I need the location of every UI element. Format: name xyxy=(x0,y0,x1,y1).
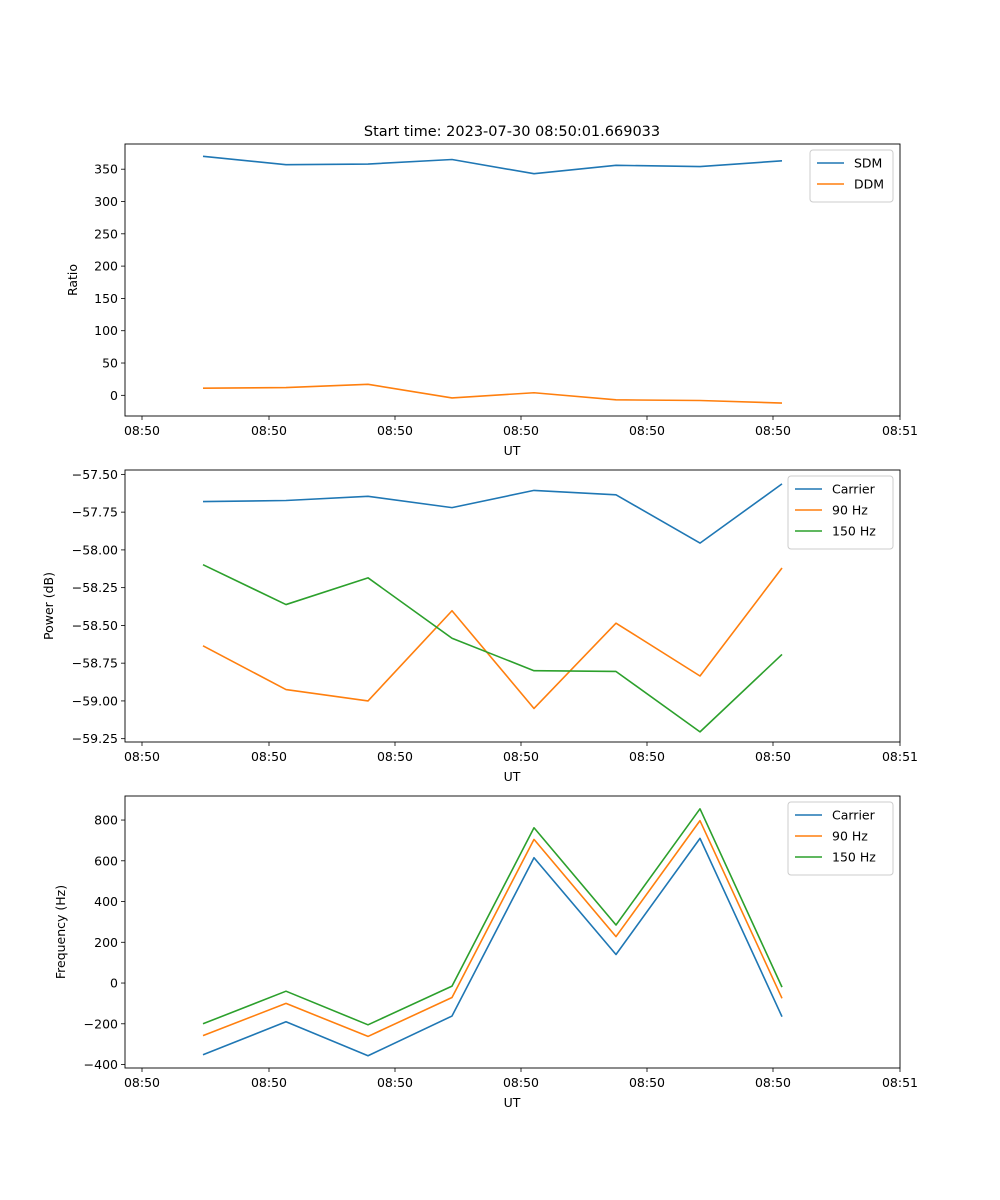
y-tick-label: 400 xyxy=(94,894,118,909)
axes-frame xyxy=(124,143,901,417)
x-tick-label: 08:50 xyxy=(755,749,791,764)
y-tick-label: −58.25 xyxy=(72,580,118,595)
y-tick-label: −58.00 xyxy=(72,542,118,557)
legend-label: SDM xyxy=(854,156,882,171)
y-tick-label: 300 xyxy=(94,194,118,209)
x-axis-label: UT xyxy=(504,769,521,784)
legend-label: 90 Hz xyxy=(832,503,868,518)
legend: SDM DDM xyxy=(809,149,894,203)
x-tick-label: 08:50 xyxy=(251,423,287,438)
x-tick-label: 08:50 xyxy=(124,423,160,438)
frequency-panel: −400 −200 0 200 400 600 800 08:50 08:50 08:50 08:5… xyxy=(53,795,918,1110)
y-tick-label: −59.25 xyxy=(72,731,118,746)
x-tick-label: 08:50 xyxy=(503,423,539,438)
y-tick-label: 0 xyxy=(110,976,118,991)
y-tick-label: 150 xyxy=(94,291,118,306)
y-tick-label: −57.50 xyxy=(72,467,118,482)
x-tick-label: 08:50 xyxy=(629,423,665,438)
legend: Carrier 90 Hz 150 Hz xyxy=(787,801,894,876)
ratio-panel: 0 50 100 150 200 250 300 350 08:50 08:50 08:50 08:5… xyxy=(65,143,918,458)
series-line-sdm xyxy=(202,155,783,175)
x-tick-label: 08:50 xyxy=(629,1075,665,1090)
y-tick-label: −57.75 xyxy=(72,505,118,520)
x-tick-label: 08:50 xyxy=(377,749,413,764)
x-tick-label: 08:50 xyxy=(503,749,539,764)
chart-title: Start time: 2023-07-30 08:50:01.669033 xyxy=(364,124,660,140)
axes-frame xyxy=(124,469,901,743)
x-tick-label: 08:50 xyxy=(251,1075,287,1090)
legend-label: 150 Hz xyxy=(832,850,876,865)
y-axis-label: Ratio xyxy=(65,264,80,296)
legend-label: Carrier xyxy=(832,808,876,823)
y-tick-label: 800 xyxy=(94,813,118,828)
legend-label: DDM xyxy=(854,177,884,192)
y-tick-label: 250 xyxy=(94,226,118,241)
series-line-150-hz xyxy=(202,563,783,733)
y-tick-label: 0 xyxy=(110,388,118,403)
x-tick-label: 08:50 xyxy=(377,1075,413,1090)
x-axis-label: UT xyxy=(504,1095,521,1110)
y-tick-label: −200 xyxy=(84,1016,118,1031)
y-tick-label: −58.75 xyxy=(72,656,118,671)
y-tick-label: 100 xyxy=(94,323,118,338)
x-tick-label: 08:50 xyxy=(755,1075,791,1090)
series-line-carrier xyxy=(202,837,783,1057)
series-line-carrier xyxy=(202,483,783,544)
y-axis-label: Power (dB) xyxy=(41,572,56,640)
x-tick-label: 08:51 xyxy=(882,749,918,764)
y-tick-label: 600 xyxy=(94,853,118,868)
y-tick-label: −400 xyxy=(84,1057,118,1072)
series-line-150-hz xyxy=(202,808,783,1026)
x-tick-label: 08:50 xyxy=(124,1075,160,1090)
y-tick-label: 350 xyxy=(94,162,118,177)
x-tick-label: 08:50 xyxy=(377,423,413,438)
legend: Carrier 90 Hz 150 Hz xyxy=(787,475,894,550)
y-axis-label: Frequency (Hz) xyxy=(53,885,68,979)
x-tick-label: 08:51 xyxy=(882,423,918,438)
axes-frame xyxy=(124,795,901,1069)
x-tick-label: 08:50 xyxy=(124,749,160,764)
y-tick-label: −58.50 xyxy=(72,618,118,633)
x-tick-label: 08:50 xyxy=(629,749,665,764)
power-panel: −59.25 −59.00 −58.75 −58.50 −58.25 −58.00 −57.… xyxy=(41,467,918,784)
legend-label: Carrier xyxy=(832,482,876,497)
x-axis-label: UT xyxy=(504,443,521,458)
x-tick-label: 08:50 xyxy=(755,423,791,438)
series-line-ddm xyxy=(202,383,783,404)
x-tick-label: 08:51 xyxy=(882,1075,918,1090)
y-tick-label: 50 xyxy=(102,356,118,371)
y-tick-label: 200 xyxy=(94,935,118,950)
y-tick-label: 200 xyxy=(94,259,118,274)
x-tick-label: 08:50 xyxy=(503,1075,539,1090)
y-tick-label: −59.00 xyxy=(72,693,118,708)
series-line-90-hz xyxy=(202,567,783,710)
series-line-90-hz xyxy=(202,819,783,1038)
legend-label: 150 Hz xyxy=(832,524,876,539)
legend-label: 90 Hz xyxy=(832,829,868,844)
x-tick-label: 08:50 xyxy=(251,749,287,764)
